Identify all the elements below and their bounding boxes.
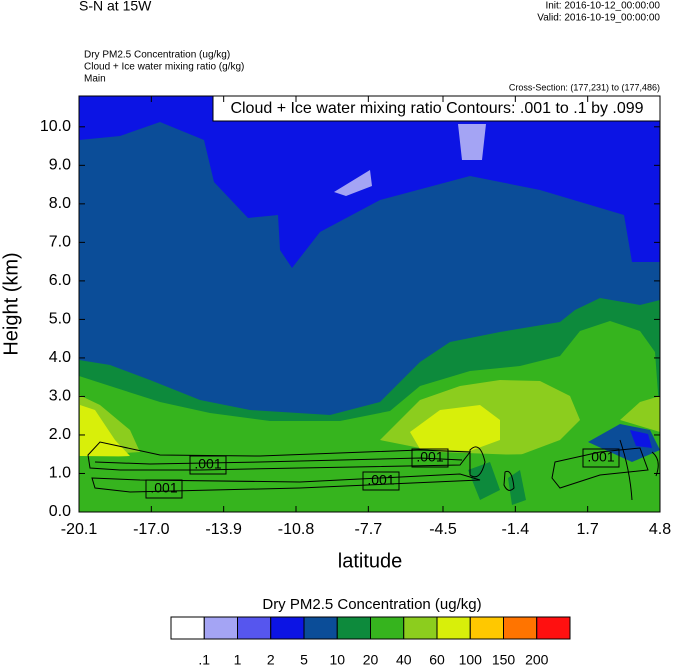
- contour-fill: [334, 124, 486, 196]
- contour-info: Cloud + Ice water mixing ratio Contours:…: [230, 100, 643, 117]
- colorbar-label: 5: [300, 652, 308, 668]
- colorbar-label: .1: [198, 652, 210, 668]
- colorbar-title: Dry PM2.5 Concentration (ug/kg): [262, 596, 481, 613]
- x-tick-label: -4.5: [429, 521, 457, 538]
- y-tick-label: 8.0: [49, 195, 71, 212]
- contour-info-box: [212, 95, 661, 122]
- contour-label-box: [411, 448, 449, 468]
- contour-fill: [80, 405, 500, 458]
- contour-line: [94, 457, 463, 465]
- contour-line: [87, 441, 471, 471]
- contour-label: .001: [587, 449, 614, 465]
- x-tick-label: 1.7: [577, 521, 599, 538]
- colorbar-swatch: [436, 616, 471, 640]
- cross-section: Cross-Section: (177,231) to (177,486): [509, 82, 660, 92]
- x-tick-label: -17.0: [133, 521, 170, 538]
- colorbar-swatch: [237, 616, 272, 640]
- y-tick-label: 9.0: [49, 157, 71, 174]
- valid-time: Valid: 2016-10-19_00:00:00: [537, 13, 660, 24]
- contour-label-box: [189, 455, 227, 475]
- field-name: Dry PM2.5 Concentration (ug/kg): [84, 50, 230, 61]
- x-tick-label: -1.4: [502, 521, 530, 538]
- x-tick-label: -20.1: [61, 521, 98, 538]
- y-tick-label: 6.0: [49, 272, 71, 289]
- contour-label-box: [362, 471, 400, 491]
- contour-label-box: [145, 479, 183, 499]
- colorbar-swatch: [303, 616, 338, 640]
- contour-label: .001: [150, 480, 177, 496]
- contour-line: [91, 473, 481, 493]
- contour-fills: [79, 96, 660, 512]
- y-tick-label: 7.0: [49, 234, 71, 251]
- contour-fill: [468, 462, 526, 505]
- y-tick-label: 4.0: [49, 349, 71, 366]
- x-tick-label: -7.7: [355, 521, 383, 538]
- contour-label: .001: [367, 472, 394, 488]
- contour-label-box: [582, 448, 620, 468]
- contour-line: [469, 446, 515, 491]
- colorbar-swatch: [270, 616, 305, 640]
- y-axis-label: Height (km): [0, 252, 22, 355]
- colorbar-swatch: [370, 616, 405, 640]
- contour-label: .001: [416, 449, 443, 465]
- field-name: Main: [84, 74, 106, 85]
- y-tick-label: 5.0: [49, 311, 71, 328]
- colorbar-label: 2: [267, 652, 275, 668]
- x-axis-label: latitude: [338, 550, 403, 572]
- colorbar-swatch: [403, 616, 438, 640]
- y-tick-label: 10.0: [40, 118, 71, 135]
- y-tick-label: 3.0: [49, 388, 71, 405]
- y-tick-label: 2.0: [49, 426, 71, 443]
- contour-fill: [79, 380, 660, 456]
- x-tick-label: 4.8: [649, 521, 671, 538]
- colorbar-swatch: [503, 616, 538, 640]
- contour-fill: [630, 430, 652, 448]
- colorbar-swatch: [203, 616, 238, 640]
- colorbar-label: 200: [525, 652, 549, 668]
- y-tick-label: 0.0: [49, 503, 71, 520]
- x-tick-label: -10.8: [278, 521, 315, 538]
- colorbar-label: 20: [363, 652, 379, 668]
- colorbar-label: 1: [234, 652, 242, 668]
- colorbar-label: 150: [492, 652, 516, 668]
- y-tick-label: 1.0: [49, 465, 71, 482]
- colorbar-label: 100: [459, 652, 483, 668]
- colorbar-swatch: [336, 616, 371, 640]
- colorbar-label: 40: [396, 652, 412, 668]
- x-tick-label: -13.9: [205, 521, 242, 538]
- colorbar-swatch: [536, 616, 571, 640]
- init-time: Init: 2016-10-12_00:00:00: [545, 1, 660, 12]
- colorbar-swatch: [170, 616, 205, 640]
- field-name: Cloud + Ice water mixing ratio (g/kg): [84, 62, 244, 73]
- contour-label: .001: [194, 456, 221, 472]
- colorbar-label: 10: [329, 652, 345, 668]
- chart-title: S-N at 15W: [79, 0, 152, 14]
- colorbar-label: 60: [429, 652, 445, 668]
- colorbar-swatch: [469, 616, 504, 640]
